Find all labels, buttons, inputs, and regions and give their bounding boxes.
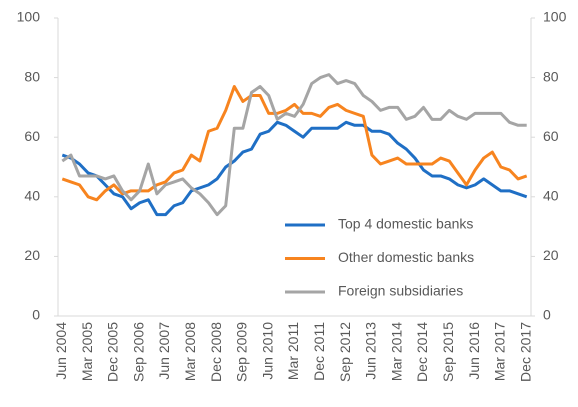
y2-tick-label: 60 <box>543 128 559 144</box>
y2-tick-label: 20 <box>543 247 559 263</box>
x-tick-label: Mar 2017 <box>492 322 508 381</box>
y2-tick-label: 80 <box>543 68 559 84</box>
x-tick-label: Jun 2016 <box>466 322 482 380</box>
y-tick-label: 60 <box>24 128 40 144</box>
x-tick-label: Jun 2007 <box>156 322 172 380</box>
x-tick-label: Sep 2012 <box>337 322 353 382</box>
x-tick-label: Dec 2011 <box>311 322 327 381</box>
x-tick-label: Dec 2014 <box>414 322 430 382</box>
x-tick-label: Mar 2014 <box>388 322 404 381</box>
x-tick-label: Mar 2008 <box>182 322 198 381</box>
x-tick-label: Sep 2015 <box>440 322 456 382</box>
x-tick-label: Mar 2011 <box>285 322 301 380</box>
x-tick-label: Sep 2006 <box>130 322 146 382</box>
y-tick-label: 100 <box>17 9 41 25</box>
y2-tick-label: 0 <box>543 307 551 323</box>
x-tick-label: Dec 2008 <box>208 322 224 382</box>
x-tick-label: Mar 2005 <box>79 322 95 381</box>
series-line <box>61 73 527 217</box>
series-line <box>61 120 528 217</box>
y-tick-label: 20 <box>24 247 40 263</box>
y2-tick-label: 100 <box>543 9 567 25</box>
legend-label: Other domestic banks <box>338 249 474 265</box>
x-tick-label: Jun 2013 <box>363 322 379 380</box>
legend-label: Top 4 domestic banks <box>338 216 473 232</box>
y-tick-label: 0 <box>32 307 40 323</box>
legend-label: Foreign subsidiaries <box>338 283 463 299</box>
y2-tick-label: 40 <box>543 188 559 204</box>
x-tick-label: Jun 2004 <box>53 322 69 380</box>
y-tick-label: 80 <box>24 68 40 84</box>
x-tick-label: Sep 2009 <box>234 322 250 382</box>
x-tick-label: Jun 2010 <box>259 322 275 380</box>
y-tick-label: 40 <box>24 188 40 204</box>
x-tick-label: Dec 2017 <box>517 322 533 382</box>
x-tick-label: Dec 2005 <box>105 322 121 382</box>
